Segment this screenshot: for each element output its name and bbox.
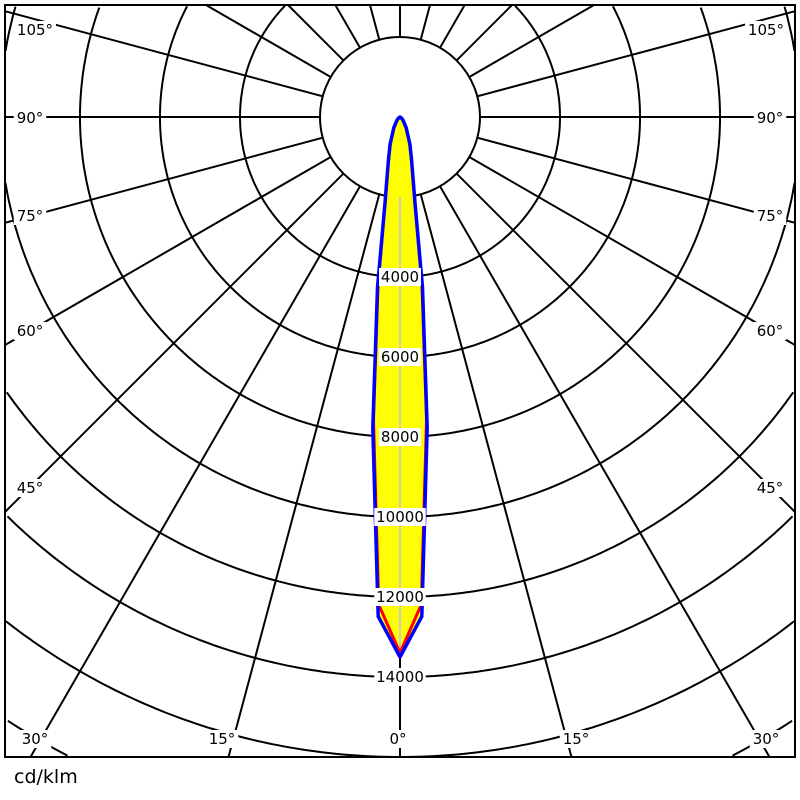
angle-label: 60° <box>17 322 44 340</box>
grid-spoke <box>419 194 573 758</box>
grid-spoke <box>4 136 323 224</box>
grid-spoke <box>4 10 323 98</box>
grid-spoke <box>369 4 381 40</box>
grid-spoke <box>4 156 332 346</box>
ring-label: 6000 <box>381 348 419 366</box>
grid-spoke <box>419 4 431 40</box>
angle-label: 90° <box>757 109 784 127</box>
grid-ring <box>5 620 795 758</box>
grid-spoke <box>227 194 381 758</box>
angle-label: 30° <box>22 730 49 748</box>
grid-spoke <box>287 4 345 62</box>
grid-spoke <box>334 4 361 49</box>
grid-ring <box>4 6 796 518</box>
grid-spoke <box>4 172 345 513</box>
grid-ring <box>159 5 641 358</box>
grid-spoke <box>477 136 796 224</box>
grid-ring <box>239 5 561 278</box>
intensity-curve-1 <box>371 115 429 659</box>
grid-spoke <box>439 185 771 758</box>
grid-ring <box>79 7 721 438</box>
grid-spoke <box>477 10 796 98</box>
ring-label: 8000 <box>381 428 419 446</box>
angle-label: 75° <box>17 207 44 225</box>
ring-label: 4000 <box>381 268 419 286</box>
angle-label: 45° <box>757 479 784 497</box>
angle-label: 15° <box>563 730 590 748</box>
chart-frame <box>4 4 796 758</box>
angle-label: 0° <box>389 730 406 748</box>
grid-spoke <box>455 4 513 62</box>
grid-spoke <box>439 4 466 49</box>
grid-spoke <box>29 185 361 758</box>
ring-label: 10000 <box>376 508 424 526</box>
angle-label: 90° <box>17 109 44 127</box>
angle-label: 75° <box>757 207 784 225</box>
grid-spoke <box>205 4 332 78</box>
angle-label: 15° <box>209 730 236 748</box>
unit-label: cd/klm <box>14 766 78 788</box>
grid-ring <box>6 515 794 678</box>
angle-label: 105° <box>17 21 53 39</box>
angle-label: 30° <box>753 730 780 748</box>
grid-spoke <box>468 156 796 346</box>
angle-label: 45° <box>17 479 44 497</box>
ring-label: 14000 <box>376 668 424 686</box>
grid-spoke <box>468 4 595 78</box>
grid-ring <box>5 391 795 598</box>
angle-label: 105° <box>748 21 784 39</box>
ring-label: 12000 <box>376 588 424 606</box>
angle-label: 60° <box>757 322 784 340</box>
grid-spoke <box>455 172 796 513</box>
